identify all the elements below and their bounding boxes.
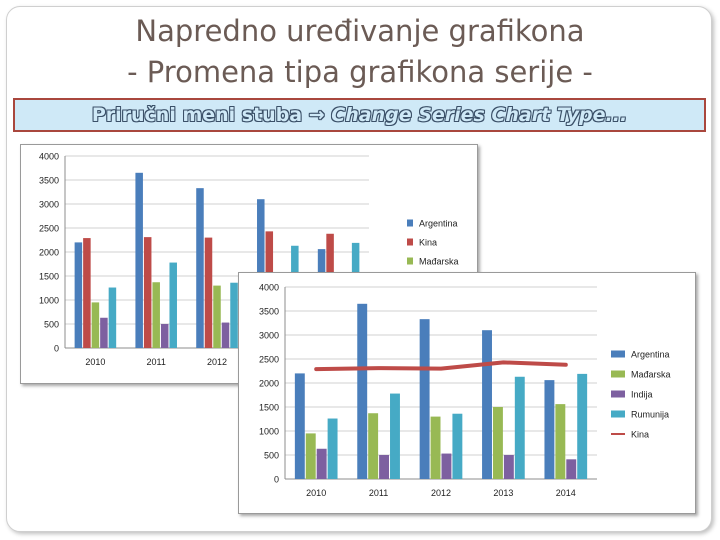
bar [91, 302, 100, 348]
y-tick-label: 2000 [39, 248, 59, 258]
legend-label: Kina [419, 238, 437, 248]
y-tick-label: 500 [264, 451, 279, 461]
series-line [314, 360, 568, 372]
bar [514, 376, 525, 479]
bar [566, 459, 577, 479]
x-tick-label: 2011 [147, 357, 166, 367]
bar [452, 413, 463, 479]
x-tick-label: 2012 [431, 488, 451, 498]
bar [204, 237, 213, 348]
bar [221, 322, 230, 348]
legend-marker [407, 219, 413, 227]
bar [135, 172, 143, 348]
bar [441, 453, 452, 479]
legend-marker [611, 390, 625, 398]
legend-label: Mađarska [631, 370, 671, 380]
bar [390, 393, 400, 479]
bar [555, 404, 566, 479]
bar [143, 237, 152, 348]
chart-svg: 0 500 1000 1500 2000 2500 3000 3500 4000 2010 2011… [259, 283, 671, 499]
bar [492, 407, 503, 479]
bar [419, 319, 430, 479]
bar [169, 262, 177, 348]
bar [430, 416, 441, 479]
y-tick-label: 3500 [39, 176, 59, 186]
y-tick-label: 1000 [39, 296, 59, 306]
y-tick-label: 0 [274, 475, 279, 485]
bar [379, 455, 390, 479]
bar [196, 188, 204, 348]
y-tick-label: 1500 [259, 403, 279, 413]
banner-command-text: Change Series Chart Type... [331, 104, 628, 126]
bar [327, 418, 338, 479]
y-tick-label: 0 [54, 344, 59, 354]
x-tick-label: 2012 [207, 357, 227, 367]
x-tick-label: 2010 [85, 357, 105, 367]
legend-label: Kina [631, 430, 649, 440]
legend-marker [611, 370, 625, 378]
legend-label: Mađarska [419, 257, 459, 267]
bar [357, 303, 368, 479]
legend-marker [611, 350, 625, 358]
bar [83, 238, 91, 348]
y-tick-label: 3000 [259, 331, 279, 341]
x-tick-label: 2011 [369, 488, 388, 498]
slide-title-line1: Napredno uređivanje grafikona [135, 14, 585, 48]
y-tick-label: 1500 [39, 272, 59, 282]
bar [160, 324, 169, 348]
bar [100, 317, 108, 348]
bar [577, 373, 588, 479]
legend-label: Rumunija [631, 410, 669, 420]
bar [74, 242, 83, 348]
bar [544, 380, 555, 479]
legend-marker [407, 238, 413, 246]
bar [368, 413, 379, 479]
y-tick-label: 500 [44, 320, 59, 330]
y-tick-label: 3000 [39, 200, 59, 210]
y-tick-label: 1000 [259, 427, 279, 437]
x-tick-label: 2010 [306, 488, 326, 498]
bar [482, 330, 492, 479]
bar [316, 448, 327, 479]
y-tick-label: 2500 [39, 224, 59, 234]
y-tick-label: 4000 [259, 283, 279, 293]
bar [503, 455, 514, 479]
x-tick-label: 2014 [556, 488, 576, 498]
legend-marker [407, 257, 413, 265]
bar [230, 282, 238, 348]
y-tick-label: 2000 [259, 379, 279, 389]
slide-title-line2: - Promena tipa grafikona serije - [127, 55, 593, 89]
instruction-banner: Priručni meni stuba → Change Series Char… [13, 98, 706, 132]
bar [108, 287, 117, 348]
bar [213, 285, 221, 348]
legend-label: Indija [631, 390, 653, 400]
bar [305, 433, 316, 479]
legend-marker [611, 410, 625, 418]
y-tick-label: 2500 [259, 355, 279, 365]
legend-label: Argentina [631, 350, 670, 360]
legend-label: Argentina [419, 219, 458, 229]
x-tick-label: 2013 [493, 488, 513, 498]
bar [152, 282, 160, 348]
y-tick-label: 3500 [259, 307, 279, 317]
banner-text: Priručni meni stuba → [91, 104, 332, 126]
y-tick-label: 4000 [39, 152, 59, 162]
bar [294, 373, 305, 479]
combo-column-line-chart[interactable]: 0 500 1000 1500 2000 2500 3000 3500 4000 2010 2011… [238, 272, 696, 514]
